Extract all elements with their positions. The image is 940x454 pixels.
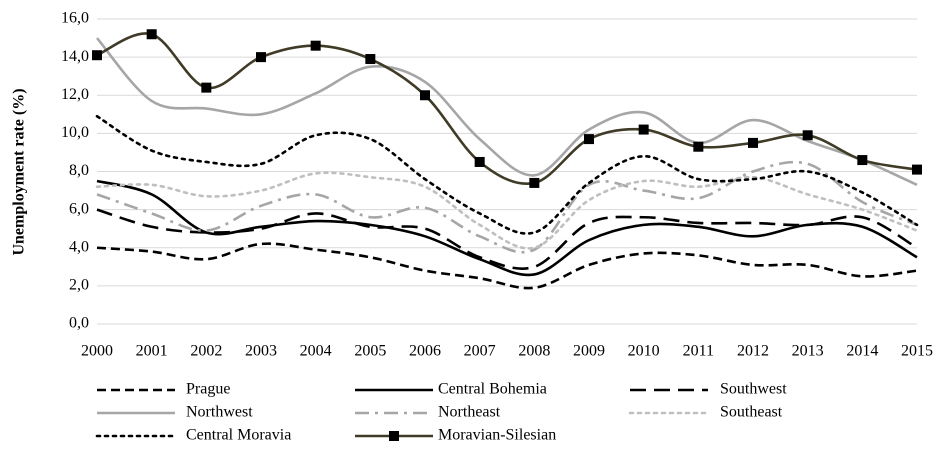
series-line	[96, 32, 918, 186]
marker	[92, 50, 102, 61]
y-tick-label: 12,0	[61, 86, 89, 103]
y-tick-label: 8,0	[69, 162, 89, 179]
y-tick-label: 10,0	[61, 124, 89, 141]
legend-marker	[389, 431, 399, 441]
series-line	[95, 114, 919, 235]
x-tick-label: 2014	[846, 343, 878, 360]
marker	[802, 130, 813, 141]
marker	[529, 177, 540, 188]
marker	[474, 156, 485, 167]
x-tick-label: 2006	[409, 343, 441, 360]
legend-label: Southeast	[720, 404, 783, 421]
marker	[365, 54, 376, 65]
marker	[310, 40, 321, 51]
marker	[693, 141, 704, 152]
series-line	[96, 208, 918, 270]
y-tick-label: 14,0	[61, 48, 89, 65]
x-tick-label: 2013	[792, 343, 824, 360]
legend-label: Central Moravia	[186, 427, 291, 444]
marker	[146, 29, 157, 40]
x-tick-label: 2002	[190, 343, 222, 360]
legend-label: Central Bohemia	[438, 381, 547, 398]
marker	[584, 134, 594, 145]
marker	[748, 137, 758, 148]
y-tick-label: 2,0	[69, 277, 89, 294]
marker	[256, 52, 266, 63]
x-tick-label: 2008	[518, 343, 550, 360]
x-tick-label: 2012	[737, 343, 769, 360]
y-tick-label: 6,0	[69, 200, 89, 217]
x-tick-label: 2015	[901, 343, 933, 360]
y-tick-label: 0,0	[69, 315, 89, 332]
series-line	[96, 242, 918, 290]
marker	[201, 82, 212, 93]
x-tick-label: 2011	[683, 343, 714, 360]
y-axis-label: Unemployment rate (%)	[11, 88, 28, 255]
x-tick-label: 2001	[136, 343, 168, 360]
x-tick-label: 2010	[628, 343, 660, 360]
marker	[420, 90, 430, 101]
x-tick-label: 2004	[300, 343, 332, 360]
legend-label: Prague	[186, 381, 230, 398]
x-tick-label: 2005	[354, 343, 386, 360]
series-line	[96, 160, 918, 254]
x-tick-label: 2009	[573, 343, 605, 360]
series-line	[95, 171, 919, 250]
marker	[857, 155, 868, 166]
series-line	[96, 37, 918, 187]
y-tick-label: 16,0	[61, 10, 89, 27]
marker	[638, 124, 649, 135]
marker	[912, 164, 922, 175]
x-tick-label: 2000	[81, 343, 113, 360]
legend-label: Moravian-Silesian	[438, 427, 556, 444]
x-tick-label: 2003	[245, 343, 277, 360]
y-tick-label: 4,0	[69, 238, 89, 255]
x-tick-label: 2007	[464, 343, 496, 360]
legend-label: Northwest	[186, 404, 253, 421]
legend-label: Northeast	[438, 404, 501, 421]
legend-label: Southwest	[720, 381, 787, 398]
